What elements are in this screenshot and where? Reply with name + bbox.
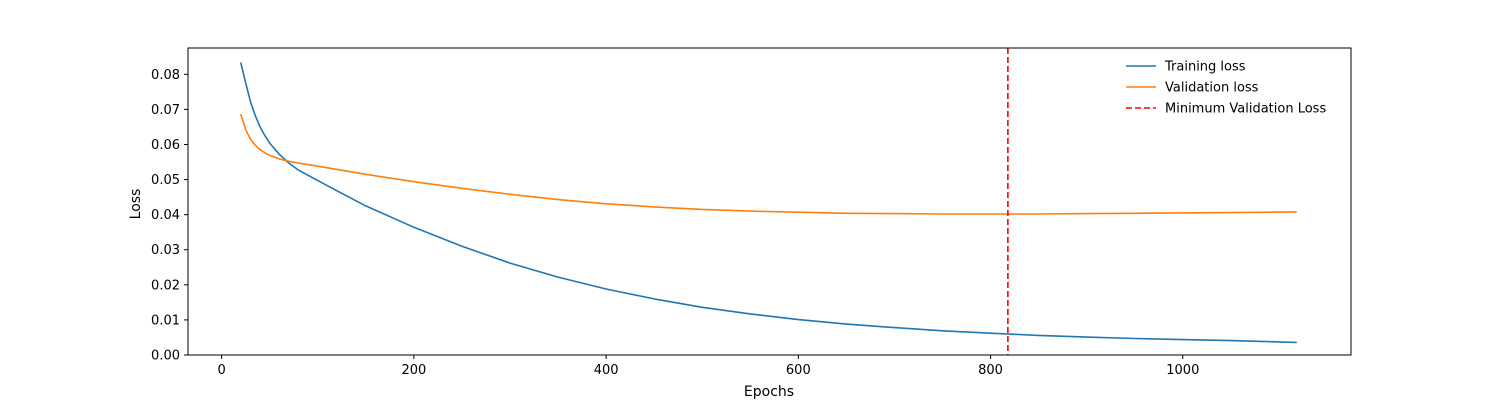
x-tick-label: 800 bbox=[978, 363, 1003, 378]
y-tick-label: 0.05 bbox=[151, 173, 180, 188]
legend-label: Training loss bbox=[1164, 60, 1246, 75]
y-tick-label: 0.04 bbox=[151, 208, 180, 223]
y-axis: 0.00 0.01 0.02 0.03 0.04 0.05 0.06 0.07 0.08 bbox=[151, 68, 188, 364]
plot-content bbox=[240, 48, 1297, 355]
x-axis-label: Epochs bbox=[744, 384, 794, 400]
legend-label: Validation loss bbox=[1165, 81, 1259, 96]
plot-frame bbox=[187, 47, 1352, 356]
y-axis-label: Loss bbox=[128, 189, 144, 220]
series-line-training-loss bbox=[240, 62, 1297, 344]
legend: Training loss Validation loss Minimum Vali… bbox=[1126, 60, 1326, 117]
x-tick-label: 0 bbox=[217, 363, 225, 378]
y-tick-label: 0.07 bbox=[151, 103, 180, 118]
x-tick-label: 200 bbox=[401, 363, 426, 378]
x-tick-label: 600 bbox=[786, 363, 811, 378]
legend-label: Minimum Validation Loss bbox=[1165, 102, 1326, 117]
y-tick-label: 0.02 bbox=[151, 278, 180, 293]
y-tick-label: 0.06 bbox=[151, 138, 180, 153]
y-tick-label: 0.08 bbox=[151, 68, 180, 83]
y-tick-label: 0.01 bbox=[151, 313, 180, 328]
x-tick-label: 1000 bbox=[1166, 363, 1199, 378]
x-tick-label: 400 bbox=[594, 363, 619, 378]
y-tick-label: 0.00 bbox=[151, 349, 180, 364]
series-line-validation-loss bbox=[240, 113, 1297, 215]
y-tick-label: 0.03 bbox=[151, 243, 180, 258]
x-axis: 0 200 400 600 800 1000 bbox=[217, 355, 1199, 378]
